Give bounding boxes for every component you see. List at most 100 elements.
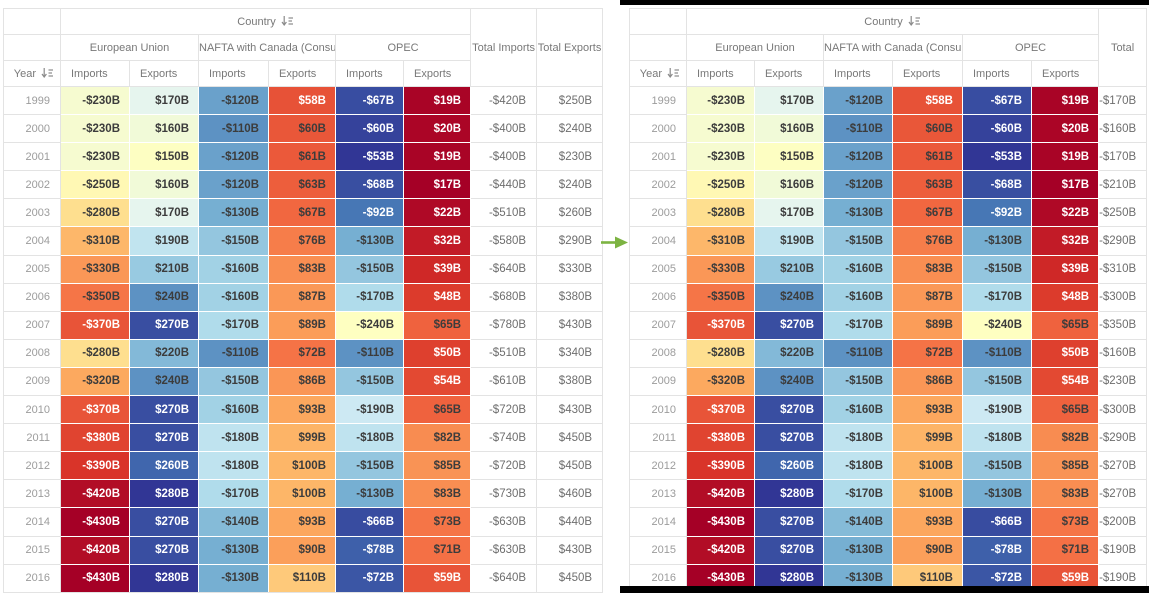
value-cell[interactable]: -$150B: [335, 366, 404, 397]
value-cell[interactable]: -$320B: [60, 366, 130, 397]
value-cell[interactable]: $59B: [402, 563, 472, 593]
value-cell[interactable]: $76B: [892, 226, 963, 256]
total-cell[interactable]: -$780B: [470, 310, 538, 340]
value-cell[interactable]: $87B: [892, 282, 963, 312]
value-cell[interactable]: $89B: [892, 310, 963, 340]
value-cell[interactable]: $280B: [754, 479, 824, 509]
total-cell[interactable]: $230B: [536, 142, 604, 172]
total-cell[interactable]: -$720B: [470, 395, 538, 425]
measure-header-imports[interactable]: Imports: [335, 60, 404, 87]
total-cell[interactable]: -$630B: [470, 535, 538, 565]
value-cell[interactable]: $160B: [754, 114, 824, 144]
value-cell[interactable]: $50B: [1030, 338, 1100, 368]
year-cell[interactable]: 2012: [3, 451, 61, 481]
value-cell[interactable]: $20B: [1030, 114, 1100, 144]
value-cell[interactable]: -$140B: [198, 507, 269, 537]
total-cell[interactable]: -$640B: [470, 254, 538, 284]
value-cell[interactable]: $99B: [268, 423, 336, 453]
value-cell[interactable]: -$280B: [60, 198, 130, 228]
value-cell[interactable]: $93B: [268, 395, 336, 425]
value-cell[interactable]: $19B: [1030, 142, 1100, 172]
total-cell[interactable]: -$440B: [470, 170, 538, 200]
value-cell[interactable]: -$92B: [335, 198, 404, 228]
value-cell[interactable]: $270B: [129, 395, 199, 425]
year-cell[interactable]: 2009: [3, 366, 61, 397]
value-cell[interactable]: -$92B: [962, 198, 1032, 228]
value-cell[interactable]: -$78B: [335, 535, 404, 565]
value-cell[interactable]: $150B: [129, 142, 199, 172]
value-cell[interactable]: $87B: [268, 282, 336, 312]
sort-icon[interactable]: [667, 67, 680, 79]
value-cell[interactable]: -$120B: [823, 170, 893, 200]
value-cell[interactable]: $100B: [268, 451, 336, 481]
total-cell[interactable]: -$610B: [470, 366, 538, 397]
value-cell[interactable]: $240B: [754, 366, 824, 397]
value-cell[interactable]: -$370B: [686, 395, 755, 425]
total-cell[interactable]: -$200B: [1098, 507, 1148, 537]
value-cell[interactable]: -$160B: [198, 282, 269, 312]
year-cell[interactable]: 2001: [629, 142, 687, 172]
value-cell[interactable]: $72B: [268, 338, 336, 368]
value-cell[interactable]: -$160B: [198, 254, 269, 284]
value-cell[interactable]: $60B: [268, 114, 336, 144]
value-cell[interactable]: -$170B: [823, 310, 893, 340]
value-cell[interactable]: -$330B: [686, 254, 755, 284]
value-cell[interactable]: $210B: [129, 254, 199, 284]
year-cell[interactable]: 2004: [629, 226, 687, 256]
value-cell[interactable]: -$160B: [823, 395, 893, 425]
measure-header-exports[interactable]: Exports: [268, 60, 336, 87]
total-cell[interactable]: $380B: [536, 282, 604, 312]
value-cell[interactable]: -$170B: [823, 479, 893, 509]
value-cell[interactable]: $22B: [402, 198, 472, 228]
measure-header-exports[interactable]: Exports: [892, 60, 963, 87]
total-cell[interactable]: $450B: [536, 423, 604, 453]
value-cell[interactable]: -$60B: [962, 114, 1032, 144]
country-column-header[interactable]: Country: [59, 8, 472, 35]
year-cell[interactable]: 2006: [629, 282, 687, 312]
value-cell[interactable]: -$390B: [60, 451, 130, 481]
measure-header-imports[interactable]: Imports: [60, 60, 130, 87]
value-cell[interactable]: -$420B: [686, 535, 755, 565]
value-cell[interactable]: $22B: [1030, 198, 1100, 228]
value-cell[interactable]: -$380B: [686, 423, 755, 453]
year-cell[interactable]: 2011: [3, 423, 61, 453]
group-header-european-union[interactable]: European Union: [686, 34, 824, 61]
value-cell[interactable]: $93B: [268, 507, 336, 537]
value-cell[interactable]: $170B: [129, 85, 199, 116]
sort-icon[interactable]: [908, 15, 921, 27]
total-cell[interactable]: -$290B: [1098, 423, 1148, 453]
measure-header-imports[interactable]: Imports: [686, 60, 755, 87]
total-cell[interactable]: $430B: [536, 535, 604, 565]
value-cell[interactable]: -$240B: [335, 310, 404, 340]
total-cell[interactable]: $340B: [536, 338, 604, 368]
value-cell[interactable]: $82B: [402, 423, 472, 453]
value-cell[interactable]: $160B: [754, 170, 824, 200]
value-cell[interactable]: $85B: [1030, 451, 1100, 481]
value-cell[interactable]: -$53B: [962, 142, 1032, 172]
total-imports-column-header[interactable]: Total Imports: [470, 8, 538, 87]
total-cell[interactable]: -$230B: [1098, 366, 1148, 397]
measure-header-imports[interactable]: Imports: [198, 60, 269, 87]
total-cell[interactable]: -$300B: [1098, 395, 1148, 425]
measure-header-exports[interactable]: Exports: [1030, 60, 1100, 87]
year-cell[interactable]: 2016: [3, 563, 61, 593]
total-cell[interactable]: -$170B: [1098, 142, 1148, 172]
value-cell[interactable]: $72B: [892, 338, 963, 368]
value-cell[interactable]: $270B: [754, 535, 824, 565]
value-cell[interactable]: $17B: [402, 170, 472, 200]
value-cell[interactable]: -$160B: [198, 395, 269, 425]
value-cell[interactable]: $61B: [268, 142, 336, 172]
year-cell[interactable]: 2014: [3, 507, 61, 537]
year-cell[interactable]: 2000: [629, 114, 687, 144]
value-cell[interactable]: -$170B: [335, 282, 404, 312]
total-exports-column-header[interactable]: Total Exports: [536, 8, 604, 87]
total-cell[interactable]: $240B: [536, 170, 604, 200]
value-cell[interactable]: -$370B: [60, 310, 130, 340]
year-cell[interactable]: 2003: [3, 198, 61, 228]
year-cell[interactable]: 2011: [629, 423, 687, 453]
year-cell[interactable]: 2004: [3, 226, 61, 256]
value-cell[interactable]: $65B: [1030, 310, 1100, 340]
value-cell[interactable]: -$60B: [335, 114, 404, 144]
value-cell[interactable]: -$180B: [335, 423, 404, 453]
value-cell[interactable]: -$150B: [962, 366, 1032, 397]
